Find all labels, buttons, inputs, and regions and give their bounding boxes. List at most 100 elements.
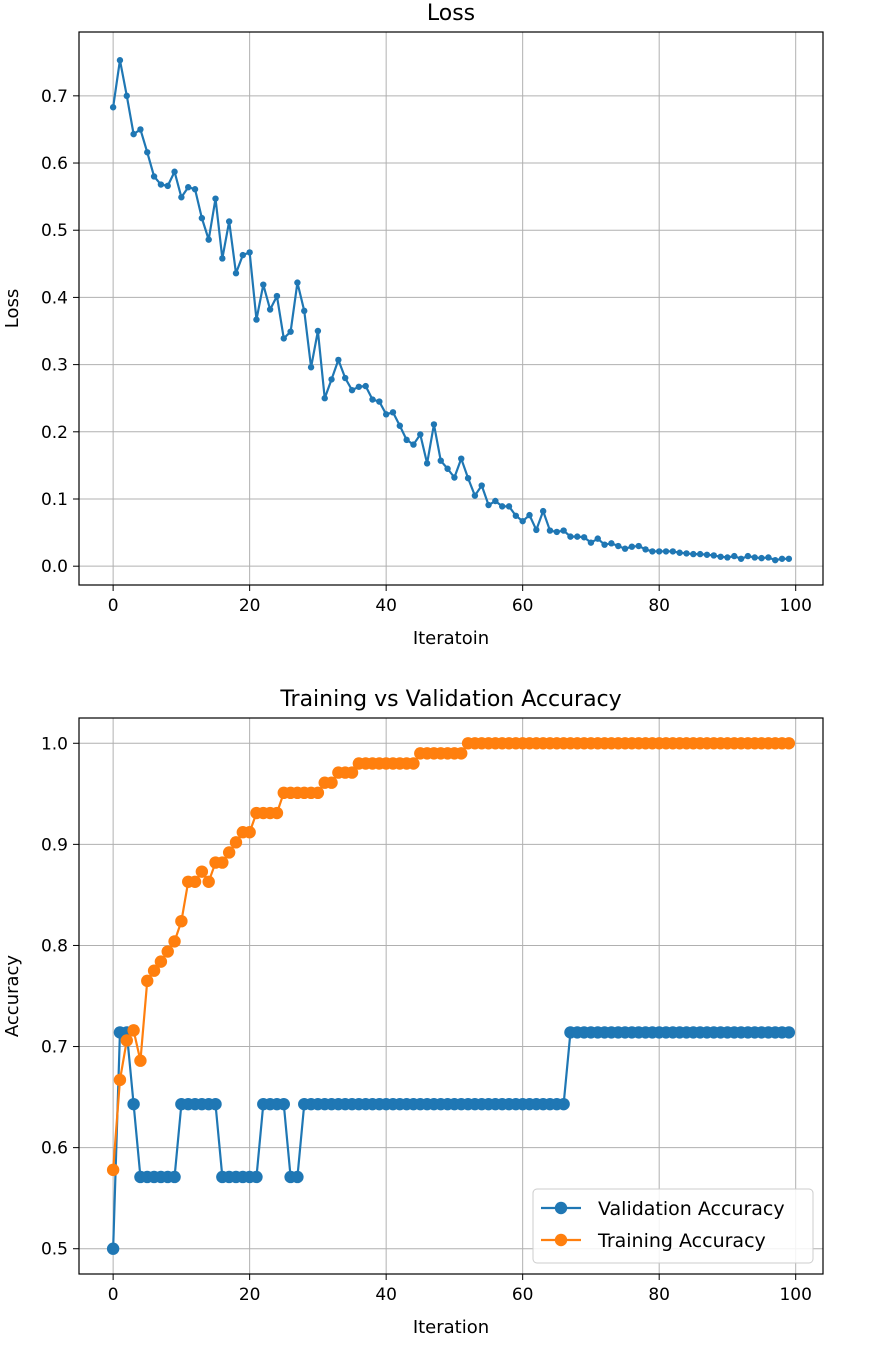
accuracy-series-1-point (270, 806, 284, 820)
loss-series-0-point (191, 186, 199, 193)
accuracy-legend-label: Validation Accuracy (598, 1198, 785, 1220)
loss-series-0-point (526, 511, 533, 519)
loss-y-axis-label: Loss (2, 289, 23, 328)
loss-series-0-point (492, 497, 499, 505)
accuracy-xtick-label: 40 (375, 1285, 397, 1305)
loss-series-0-point (690, 550, 697, 558)
loss-series-0-point (615, 542, 622, 550)
accuracy-legend-box (532, 1188, 814, 1264)
accuracy-series-0-point (557, 1097, 570, 1111)
accuracy-ytick-label: 0.5 (41, 1240, 68, 1260)
loss-series-0-point (239, 251, 247, 259)
loss-series-0-point (335, 356, 342, 364)
accuracy-ytick-label: 0.6 (41, 1139, 68, 1159)
loss-series-0-point (396, 422, 404, 429)
loss-series-0-point (539, 507, 547, 515)
loss-series-0-point (683, 550, 690, 557)
loss-series-0-point (294, 279, 301, 286)
loss-series-0-point (560, 527, 567, 534)
loss-series-0-point (246, 249, 253, 256)
loss-series-0-point (369, 396, 376, 403)
loss-series-0-point (731, 552, 738, 560)
accuracy-series-0-point (250, 1170, 263, 1184)
loss-series-0-point (485, 501, 492, 509)
accuracy-legend-label: Training Accuracy (597, 1230, 766, 1252)
accuracy-series-1-point (325, 776, 338, 789)
accuracy-series-1-point (202, 875, 215, 888)
loss-series-0-point (580, 534, 588, 541)
loss-xtick-label: 100 (779, 596, 811, 616)
accuracy-series-1-point (168, 935, 181, 948)
accuracy-xtick-label: 80 (648, 1285, 670, 1305)
loss-series-0-point (355, 383, 363, 390)
accuracy-series-1-point (154, 955, 168, 968)
accuracy-series-0-point (168, 1170, 181, 1184)
loss-series-0-point (205, 236, 212, 243)
accuracy-chart-title: Training vs Validation Accuracy (279, 687, 621, 712)
loss-series-0-point (198, 214, 206, 222)
loss-series-0-point (144, 149, 151, 156)
loss-series-0-point (178, 194, 185, 201)
accuracy-series-1-point (188, 875, 202, 888)
loss-series-0-point (464, 474, 472, 482)
loss-series-0-point (410, 441, 417, 448)
accuracy-series-1-point (222, 846, 236, 859)
accuracy-x-axis-label: Iteration (413, 1317, 489, 1338)
loss-series-0-point (505, 503, 513, 510)
loss-series-0-point (751, 554, 758, 561)
accuracy-series-1-point (311, 786, 325, 800)
accuracy-series-1-point (141, 974, 154, 988)
loss-ytick-label: 0.6 (41, 154, 68, 174)
loss-series-0-point (232, 270, 240, 277)
loss-series-0-point (403, 436, 410, 444)
loss-series-0-point (301, 307, 308, 315)
loss-series-0-point (444, 465, 451, 472)
loss-series-0-point (703, 551, 711, 558)
loss-series-0-point (307, 364, 315, 371)
loss-series-0-point (171, 168, 178, 175)
loss-series-0-point (498, 503, 506, 510)
loss-series-0-point (717, 553, 724, 560)
loss-series-0-point (321, 395, 328, 402)
loss-series-0-point (621, 545, 629, 552)
loss-series-0-point (553, 528, 560, 536)
accuracy-series-0-point (782, 1026, 796, 1039)
accuracy-series-1-point (134, 1054, 147, 1067)
loss-chart-title: Loss (427, 1, 475, 26)
accuracy-series-1-point (147, 964, 161, 977)
loss-chart: 0 20 40 60 80 100 0.0 0.1 0.2 0.3 0.4 0.5 0.6 0.7 Loss… (2, 1, 824, 649)
loss-series-0-point (280, 335, 287, 342)
accuracy-series-0-point (209, 1097, 222, 1111)
accuracy-series-1-point (175, 914, 188, 928)
accuracy-series-1-point (229, 836, 243, 849)
accuracy-series-1-point (106, 1163, 120, 1177)
loss-ytick-label: 0.1 (41, 490, 68, 510)
loss-series-0-point (362, 382, 369, 390)
loss-series-0-point (567, 533, 574, 540)
accuracy-series-1-point (161, 945, 174, 958)
loss-ytick-label: 0.3 (41, 356, 68, 376)
accuracy-ytick-label: 0.9 (41, 835, 68, 855)
loss-series-0-point (212, 195, 219, 202)
accuracy-xtick-label: 100 (779, 1285, 811, 1305)
loss-series-0-point (451, 474, 458, 481)
loss-series-0-point (478, 482, 485, 489)
loss-series-0-point (342, 374, 349, 382)
accuracy-series-0-point (291, 1170, 304, 1184)
loss-series-0-point (574, 533, 581, 540)
accuracy-series-1-point (407, 757, 420, 770)
loss-series-0-point (765, 554, 772, 561)
loss-series-0-point (157, 181, 165, 188)
loss-series-0-point (519, 517, 526, 525)
accuracy-series-0-point (277, 1097, 290, 1111)
loss-series-0-point (772, 556, 779, 564)
loss-series-0-point (662, 548, 670, 555)
loss-series-0-point (137, 126, 144, 133)
loss-series-0-point (594, 535, 601, 542)
loss-ytick-label: 0.0 (41, 557, 68, 577)
loss-series-0-point (635, 542, 642, 550)
loss-series-0-point (785, 555, 793, 562)
loss-series-0-point (348, 386, 356, 394)
loss-series-0-point (164, 182, 171, 190)
loss-series-0-point (109, 104, 117, 111)
